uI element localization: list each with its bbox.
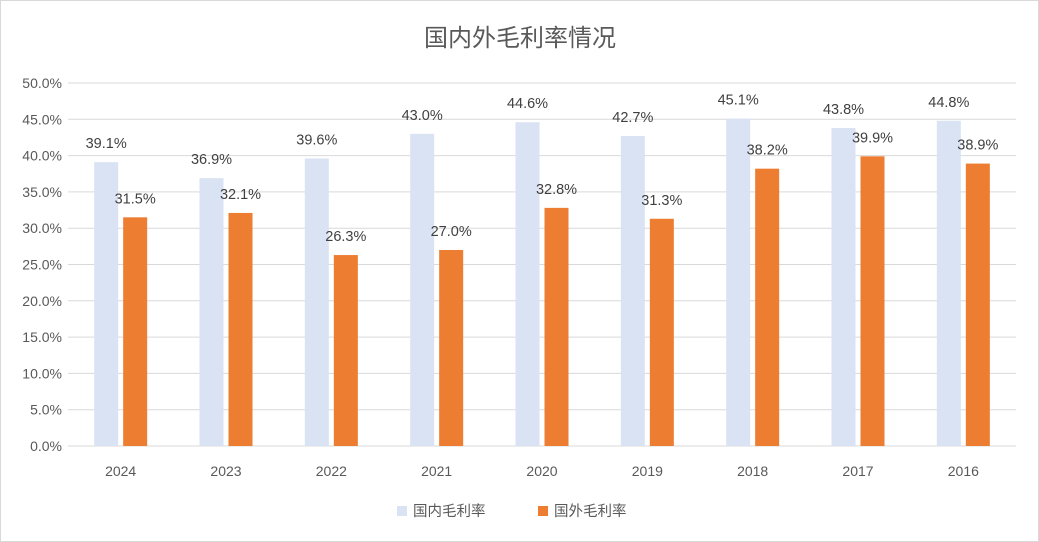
x-tick-label: 2023	[210, 463, 241, 479]
bar-foreign-2021	[439, 249, 464, 446]
bar-foreign-2016	[965, 163, 990, 446]
data-label-foreign-2016: 38.9%	[957, 138, 998, 154]
y-tick-label: 5.0%	[30, 402, 62, 418]
data-label-domestic-2022: 39.6%	[296, 133, 337, 149]
y-tick-label: 50.0%	[22, 75, 62, 91]
data-label-domestic-2023: 36.9%	[191, 152, 232, 168]
data-label-domestic-2020: 44.6%	[507, 96, 548, 112]
data-label-foreign-2024: 31.5%	[115, 191, 156, 207]
data-label-domestic-2017: 43.8%	[823, 102, 864, 118]
data-labels: 39.1% 31.5% 36.9% 32.1% 39.6% 26.3% 43.0% 27.0%…	[86, 93, 999, 245]
bar-domestic-2021	[410, 133, 435, 446]
data-label-foreign-2021: 27.0%	[431, 224, 472, 240]
data-label-domestic-2019: 42.7%	[612, 110, 653, 126]
data-label-foreign-2020: 32.8%	[536, 182, 577, 198]
data-label-foreign-2023: 32.1%	[220, 187, 261, 203]
y-tick-label: 40.0%	[22, 148, 62, 164]
x-tick-label: 2017	[842, 463, 873, 479]
legend-swatch	[538, 506, 548, 516]
data-label-foreign-2022: 26.3%	[325, 229, 366, 245]
data-label-foreign-2017: 39.9%	[852, 130, 893, 146]
y-tick-label: 15.0%	[22, 329, 62, 345]
y-tick-label: 10.0%	[22, 365, 62, 381]
y-tick-label: 45.0%	[22, 111, 62, 127]
bar-foreign-2023	[228, 212, 253, 446]
bar-domestic-2017	[831, 128, 856, 446]
legend-label: 国内毛利率	[413, 503, 486, 520]
chart-title: 国内外毛利率情况	[424, 24, 616, 52]
bar-foreign-2022	[333, 255, 358, 446]
bar-domestic-2022	[304, 158, 329, 446]
bar-domestic-2024	[94, 162, 119, 446]
data-label-domestic-2024: 39.1%	[86, 136, 127, 152]
x-axis-tick-labels: 2024 2023 2022 2021 2020 2019 2018 2017 2016	[105, 463, 979, 479]
legend: 国内毛利率 国外毛利率	[397, 503, 627, 520]
x-tick-label: 2020	[526, 463, 557, 479]
y-tick-label: 35.0%	[22, 184, 62, 200]
bar-domestic-2016	[936, 120, 961, 446]
bar-domestic-2018	[726, 118, 751, 446]
bar-foreign-2024	[123, 217, 148, 446]
data-label-domestic-2016: 44.8%	[928, 95, 969, 111]
data-label-domestic-2018: 45.1%	[718, 93, 759, 109]
y-tick-label: 25.0%	[22, 257, 62, 273]
x-tick-label: 2018	[737, 463, 768, 479]
data-label-domestic-2021: 43.0%	[402, 108, 443, 124]
y-tick-label: 20.0%	[22, 293, 62, 309]
x-tick-label: 2021	[421, 463, 452, 479]
bar-domestic-2019	[620, 135, 645, 447]
bar-domestic-2020	[515, 122, 540, 446]
legend-swatch	[397, 506, 407, 516]
bar-foreign-2018	[755, 168, 780, 446]
bar-domestic-2023	[199, 178, 224, 446]
legend-label: 国外毛利率	[554, 503, 627, 520]
y-tick-label: 0.0%	[30, 438, 62, 454]
bars	[94, 118, 990, 447]
bar-foreign-2020	[544, 207, 569, 446]
data-label-foreign-2018: 38.2%	[747, 143, 788, 159]
y-tick-label: 30.0%	[22, 220, 62, 236]
x-tick-label: 2022	[316, 463, 347, 479]
data-label-foreign-2019: 31.3%	[641, 193, 682, 209]
x-tick-label: 2016	[948, 463, 979, 479]
bar-foreign-2019	[649, 218, 674, 446]
bar-foreign-2017	[860, 156, 885, 447]
y-axis-tick-labels: 0.0% 5.0% 10.0% 15.0% 20.0% 25.0% 30.0% 35.0% 40…	[22, 75, 62, 454]
x-tick-label: 2019	[632, 463, 663, 479]
gridlines	[68, 82, 1016, 447]
x-tick-label: 2024	[105, 463, 136, 479]
